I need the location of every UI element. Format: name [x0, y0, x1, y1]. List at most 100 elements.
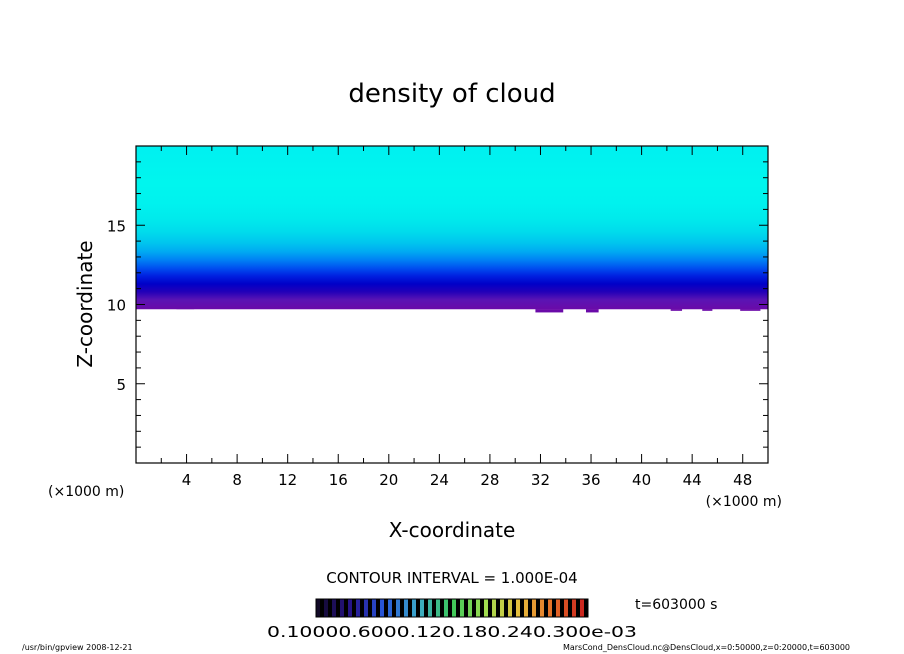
x-unit-right: (×1000 m) — [706, 494, 782, 510]
colorbar-segment — [324, 599, 328, 617]
y-tick-label: 15 — [107, 217, 126, 235]
colorbar-segment — [316, 599, 320, 617]
colorbar-segment — [480, 599, 484, 617]
colorbar-segment — [416, 599, 420, 617]
colorbar-segment — [356, 599, 360, 617]
colorbar-segment — [336, 599, 340, 617]
colorbar-segment — [460, 599, 464, 617]
x-tick-label: 40 — [632, 471, 651, 489]
colorbar-segment — [412, 599, 416, 617]
x-axis-label: X-coordinate — [389, 518, 516, 542]
x-tick-label: 44 — [683, 471, 702, 489]
colorbar-segment — [532, 599, 536, 617]
cloud-base-dip-5 — [670, 309, 683, 311]
x-tick-label: 20 — [379, 471, 398, 489]
colorbar-segment — [568, 599, 572, 617]
colorbar-segment — [544, 599, 548, 617]
colorbar-segment — [580, 599, 584, 617]
colorbar-segment — [556, 599, 560, 617]
colorbar-segment — [552, 599, 556, 617]
colorbar-segment — [576, 599, 580, 617]
cloud-base-dip-6 — [702, 309, 713, 311]
colorbar-segment — [448, 599, 452, 617]
colorbar-segment — [528, 599, 532, 617]
cloud-density-field — [136, 146, 768, 310]
colorbar-segment — [392, 599, 396, 617]
cloud-base-dip-7 — [740, 309, 761, 311]
x-tick-label: 16 — [329, 471, 348, 489]
x-tick-label: 28 — [480, 471, 499, 489]
colorbar-segment — [536, 599, 540, 617]
chart-title: density of cloud — [348, 79, 555, 109]
x-tick-label: 12 — [278, 471, 297, 489]
colorbar-segment — [400, 599, 404, 617]
colorbar-segment — [372, 599, 376, 617]
colorbar-segment — [512, 599, 516, 617]
colorbar-segment — [384, 599, 388, 617]
colorbar-frame — [315, 598, 589, 618]
colorbar-segment — [452, 599, 456, 617]
colorbar-segment — [404, 599, 408, 617]
colorbar-segment — [424, 599, 428, 617]
colorbar-segment — [464, 599, 468, 617]
colorbar-segment — [500, 599, 504, 617]
colorbar-segment — [352, 599, 356, 617]
colorbar-segment — [508, 599, 512, 617]
colorbar-segment — [456, 599, 460, 617]
colorbar-segment — [420, 599, 424, 617]
colorbar-segment — [396, 599, 400, 617]
cloud-base-dip-4 — [585, 309, 599, 313]
y-tick-label: 5 — [116, 376, 126, 394]
colorbar-segment — [584, 599, 588, 617]
colorbar-segment — [320, 599, 324, 617]
colorbar-segment — [432, 599, 436, 617]
colorbar-segment — [540, 599, 544, 617]
colorbar-segment — [564, 599, 568, 617]
colorbar-segment — [444, 599, 448, 617]
colorbar-segment — [328, 599, 332, 617]
colorbar-segment — [516, 599, 520, 617]
colorbar-segment — [440, 599, 444, 617]
x-tick-label: 4 — [182, 471, 192, 489]
colorbar-segment — [484, 599, 488, 617]
colorbar-segment — [364, 599, 368, 617]
cloud-base-dips — [176, 309, 761, 313]
footer-program: /usr/bin/gpview 2008-12-21 — [22, 643, 133, 652]
colorbar-segment — [468, 599, 472, 617]
cloud-base-dip-3 — [535, 309, 564, 313]
colorbar-segment — [376, 599, 380, 617]
colorbar-segment — [436, 599, 440, 617]
colorbar-segment — [332, 599, 336, 617]
colorbar-segment — [408, 599, 412, 617]
x-tick-label: 48 — [733, 471, 752, 489]
x-axis-ticks: 4 8 12 16 20 24 28 32 36 40 44 48 — [160, 146, 752, 489]
contour-interval-label: CONTOUR INTERVAL = 1.000E-04 — [326, 569, 577, 587]
time-label: t=603000 s — [635, 597, 717, 613]
y-axis-label: Z-coordinate — [73, 240, 97, 367]
colorbar-segment — [344, 599, 348, 617]
colorbar — [316, 599, 588, 617]
colorbar-segment — [472, 599, 476, 617]
y-tick-label: 10 — [107, 297, 126, 315]
x-tick-label: 32 — [531, 471, 550, 489]
x-tick-label: 8 — [232, 471, 242, 489]
colorbar-segment — [368, 599, 372, 617]
colorbar-segment — [380, 599, 384, 617]
colorbar-segment — [428, 599, 432, 617]
colorbar-segment — [572, 599, 576, 617]
colorbar-segment — [360, 599, 364, 617]
colorbar-segment — [340, 599, 344, 617]
colorbar-segment — [348, 599, 352, 617]
colorbar-segment — [524, 599, 528, 617]
colorbar-segment — [496, 599, 500, 617]
colorbar-tick-labels: 0.10000.6000.120.180.240.300e-03 — [267, 623, 637, 641]
colorbar-segment — [504, 599, 508, 617]
x-unit-left: (×1000 m) — [48, 484, 124, 500]
x-tick-label: 24 — [430, 471, 449, 489]
colorbar-segment — [548, 599, 552, 617]
y-axis-ticks: 5 10 15 — [107, 161, 768, 448]
footer-source: MarsCond_DensCloud.nc@DensCloud,x=0:5000… — [563, 643, 850, 652]
colorbar-segment — [388, 599, 392, 617]
